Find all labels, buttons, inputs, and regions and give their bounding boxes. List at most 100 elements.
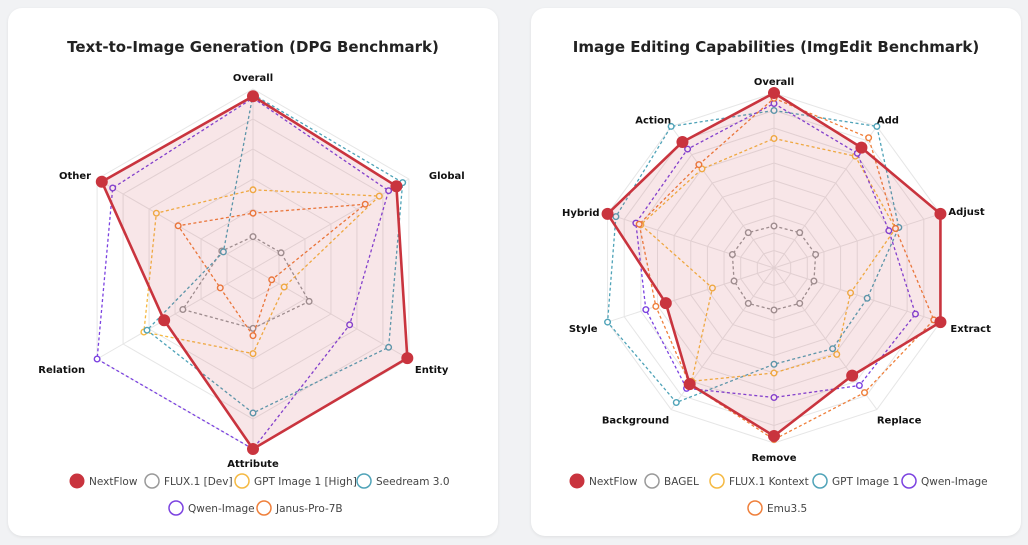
legend-marker xyxy=(709,473,725,489)
imgedit-radar-chart: Image Editing Capabilities (ImgEdit Benc… xyxy=(562,38,991,516)
legend-item-bagel[interactable]: BAGEL xyxy=(644,473,699,489)
data-point xyxy=(812,250,820,258)
legend-label: Seedream 3.0 xyxy=(376,476,450,488)
legend-item-flux-1-dev[interactable]: FLUX.1 [Dev] xyxy=(144,473,233,489)
legend-marker xyxy=(812,473,828,489)
legend-item-gpt-image-1-high[interactable]: GPT Image 1 [High] xyxy=(234,473,357,489)
data-point xyxy=(249,409,257,417)
data-point xyxy=(855,382,863,390)
data-point xyxy=(770,306,778,314)
axis-label-other: Other xyxy=(59,171,91,182)
data-point xyxy=(268,276,276,284)
axis-label-entity: Entity xyxy=(415,365,449,376)
data-point xyxy=(695,161,703,169)
data-point xyxy=(158,314,171,327)
axis-label-overall: Overall xyxy=(233,73,273,84)
data-point xyxy=(249,324,257,332)
series-qwen-image xyxy=(632,99,919,402)
axis-label-action: Action xyxy=(635,115,671,126)
data-point xyxy=(770,106,778,114)
data-point xyxy=(676,135,689,148)
data-point xyxy=(604,318,612,326)
data-point xyxy=(346,321,354,329)
data-point xyxy=(770,360,778,368)
data-point xyxy=(934,316,947,329)
chart-title: Text-to-Image Generation (DPG Benchmark) xyxy=(67,38,439,56)
data-point xyxy=(847,289,855,297)
data-point xyxy=(873,122,881,130)
data-point xyxy=(796,299,804,307)
data-point xyxy=(249,209,257,217)
axis-label-background: Background xyxy=(602,416,669,427)
data-point xyxy=(683,378,696,391)
legend-label: Emu3.5 xyxy=(767,503,807,515)
legend-marker xyxy=(168,500,184,516)
legend-marker xyxy=(356,473,372,489)
legend-item-flux-1-kontext[interactable]: FLUX.1 Kontext xyxy=(709,473,809,489)
legend-item-gpt-image-1[interactable]: GPT Image 1 xyxy=(812,473,899,489)
data-point xyxy=(401,352,414,365)
legend-item-emu3-5[interactable]: Emu3.5 xyxy=(747,500,807,516)
data-point xyxy=(770,369,778,377)
series-polygon xyxy=(640,137,897,382)
data-point xyxy=(249,332,257,340)
axis-label-remove: Remove xyxy=(751,453,796,464)
data-point xyxy=(361,200,369,208)
legend-label: GPT Image 1 [High] xyxy=(254,476,357,488)
data-point xyxy=(708,284,716,292)
axis-label-adjust: Adjust xyxy=(948,207,984,218)
data-point xyxy=(143,326,151,334)
data-point xyxy=(865,134,873,142)
legend-item-qwen-image[interactable]: Qwen-Image xyxy=(901,473,988,489)
series-nextflow xyxy=(95,90,414,455)
data-point xyxy=(280,283,288,291)
data-point xyxy=(601,207,614,220)
legend-label: FLUX.1 [Dev] xyxy=(164,476,233,488)
data-point xyxy=(277,249,285,257)
legend-item-qwen-image[interactable]: Qwen-Image xyxy=(168,500,255,516)
data-point xyxy=(174,222,182,230)
legend-marker xyxy=(747,500,763,516)
data-point xyxy=(744,299,752,307)
series-gpt-image-1 xyxy=(604,106,903,406)
series-janus-pro-7b xyxy=(174,200,369,340)
data-point xyxy=(833,350,841,358)
data-point xyxy=(642,306,650,314)
legend-marker xyxy=(644,473,660,489)
data-point xyxy=(109,184,117,192)
legend-marker xyxy=(901,473,917,489)
data-point xyxy=(863,294,871,302)
legend-marker xyxy=(234,473,250,489)
data-point xyxy=(152,209,160,217)
data-point xyxy=(659,297,672,310)
data-point xyxy=(768,430,780,442)
legend-item-nextflow[interactable]: NextFlow xyxy=(69,473,138,489)
imgedit-chart-card: Image Editing Capabilities (ImgEdit Benc… xyxy=(531,8,1021,536)
legend-item-seedream-3-0[interactable]: Seedream 3.0 xyxy=(356,473,450,489)
legend-item-nextflow[interactable]: NextFlow xyxy=(569,473,638,489)
data-point xyxy=(796,229,804,237)
axis-label-hybrid: Hybrid xyxy=(562,208,600,219)
data-point xyxy=(770,394,778,402)
data-point xyxy=(810,277,818,285)
axis-spoke xyxy=(773,213,941,269)
legend-label: Qwen-Image xyxy=(188,503,255,515)
data-point xyxy=(885,227,893,235)
data-point xyxy=(612,213,620,221)
series-gpt-image-1-high xyxy=(140,186,383,358)
axis-label-add: Add xyxy=(877,115,899,126)
legend: NextFlow FLUX.1 [Dev] GPT Image 1 [High] Se… xyxy=(69,473,450,516)
data-point xyxy=(385,187,393,195)
dpg-radar-chart: Text-to-Image Generation (DPG Benchmark)… xyxy=(38,38,465,516)
data-point xyxy=(219,248,227,256)
data-point xyxy=(635,220,643,228)
data-point xyxy=(829,345,837,353)
data-point xyxy=(861,389,869,397)
legend-item-janus-pro-7b[interactable]: Janus-Pro-7B xyxy=(256,500,343,516)
legend-label: BAGEL xyxy=(664,476,699,488)
axis-label-style: Style xyxy=(569,324,598,335)
data-point xyxy=(667,122,675,130)
axis-spoke xyxy=(96,178,254,270)
series-nextflow xyxy=(601,87,947,442)
data-point xyxy=(846,369,859,382)
